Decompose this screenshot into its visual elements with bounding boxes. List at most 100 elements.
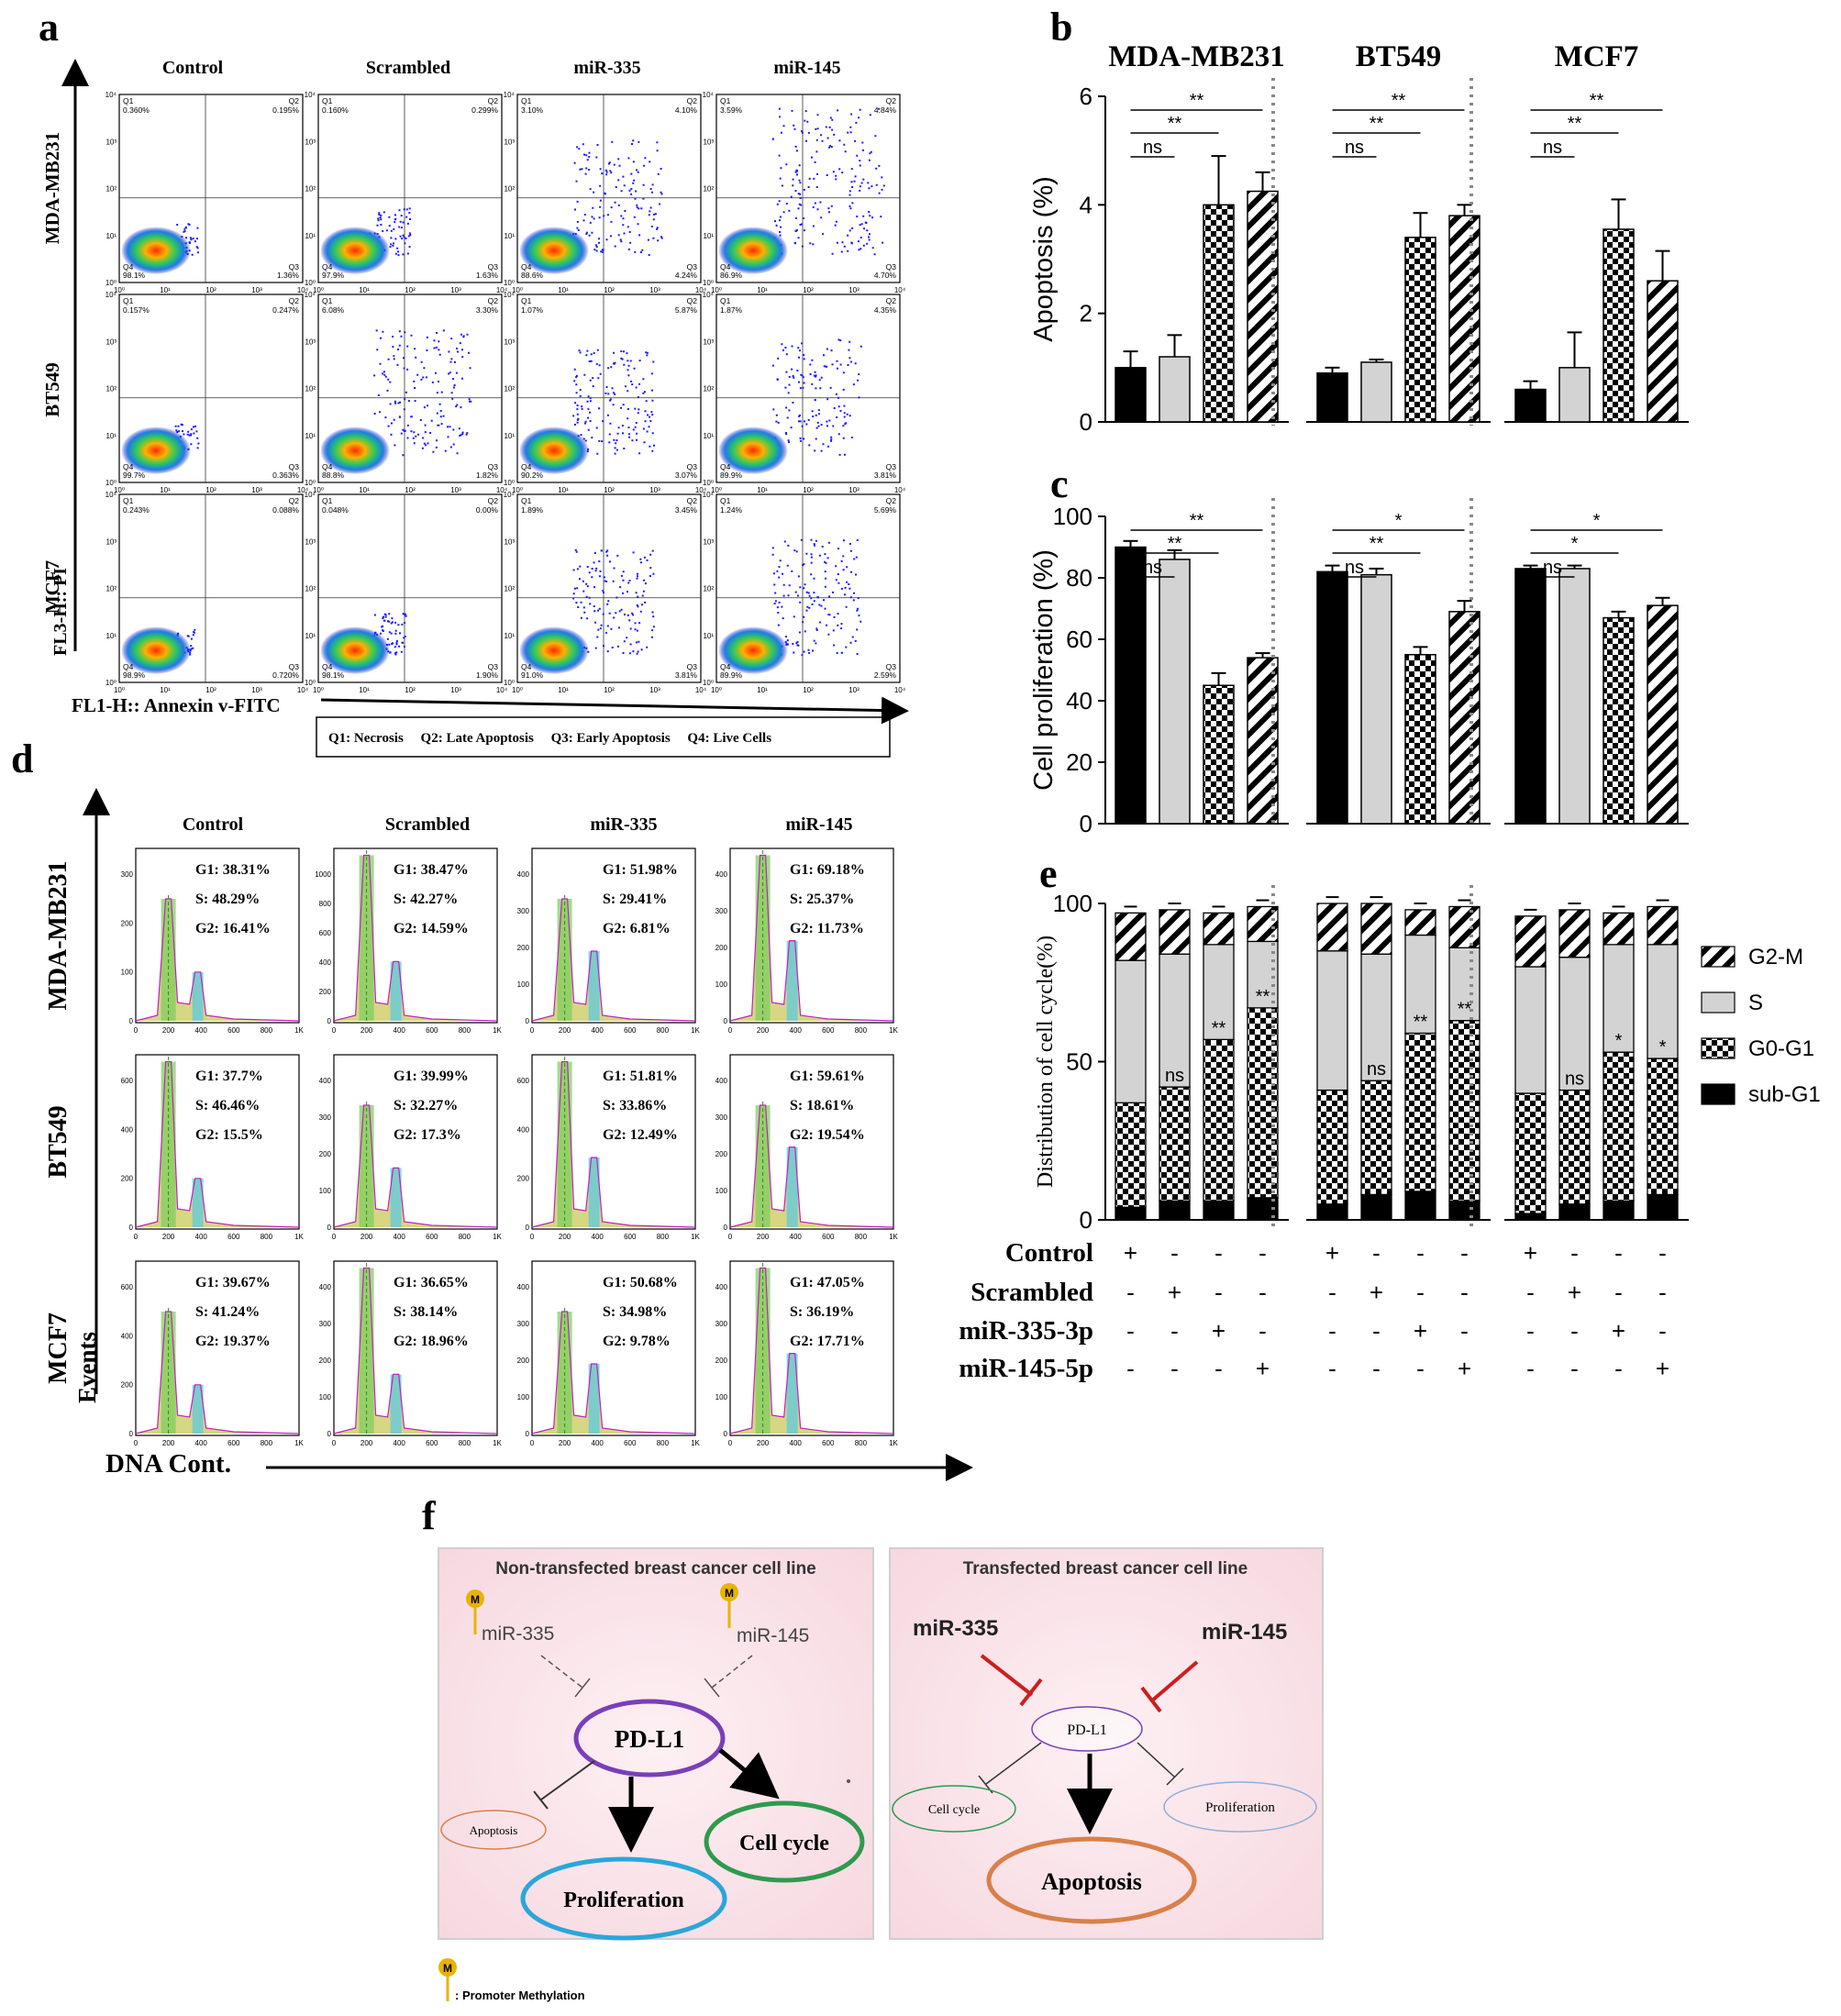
treatment-sign: - — [1614, 1279, 1623, 1306]
q3-value: 0.363% — [272, 471, 299, 480]
x-tick-label: 10⁴ — [496, 286, 508, 294]
left-pdl1-node — [573, 1699, 726, 1778]
y-tick-label: 10² — [703, 185, 714, 194]
g2-percentage: G2: 9.78% — [603, 1334, 671, 1349]
g1-percentage: G1: 38.31% — [195, 862, 271, 878]
g1-percentage: G1: 37.7% — [195, 1069, 263, 1084]
x-tick-label: 1K — [493, 1026, 502, 1035]
y-tick-label: 4 — [1080, 191, 1092, 218]
x-tick-label: 10² — [405, 686, 416, 694]
x-tick-label: 10¹ — [359, 286, 370, 294]
q3-label: Q3 — [886, 462, 897, 471]
q2-label: Q2 — [687, 96, 698, 105]
y-tick-label: 200 — [319, 1150, 332, 1158]
panel-b-apoptosis-chart: 0 2 4 6 Apoptosis (%) MDA-MB231 ns ** ** BT549 ns *… — [1029, 40, 1689, 436]
significance-label: ns — [1345, 558, 1364, 578]
x-tick-label: 10⁰ — [114, 686, 125, 694]
s-percentage: S: 48.29% — [195, 892, 260, 907]
legend-swatch — [1701, 946, 1736, 968]
significance-label: ns — [1165, 1066, 1184, 1086]
y-tick-label: 10² — [504, 385, 515, 393]
y-tick-label: 400 — [715, 870, 728, 879]
treatment-sign: - — [1614, 1355, 1623, 1382]
stack-segment — [1647, 1058, 1679, 1196]
stack-segment — [1448, 1020, 1481, 1202]
panel-d-x-label: DNA Cont. — [105, 1449, 231, 1479]
q2-label: Q2 — [289, 96, 300, 105]
x-tick-label: 200 — [559, 1439, 571, 1447]
x-tick-label: 10³ — [450, 286, 461, 294]
stack-segment — [1558, 1089, 1591, 1205]
y-tick-label: 10⁴ — [305, 291, 316, 299]
panel-d-plot: G1: 36.65% S: 38.14% G2: 18.96% 0 200 400 600 8… — [319, 1260, 503, 1447]
treatment-sign: - — [1126, 1279, 1135, 1306]
x-tick-label: 10¹ — [757, 286, 768, 294]
density-core — [519, 626, 589, 675]
treatment-sign: - — [1526, 1279, 1535, 1306]
x-tick-label: 1K — [889, 1233, 898, 1241]
y-tick-label: 10⁰ — [105, 479, 116, 487]
treatment-sign: - — [1658, 1279, 1667, 1306]
x-tick-label: 10² — [604, 486, 615, 494]
x-tick-label: 200 — [757, 1233, 770, 1241]
y-tick-label: 100 — [319, 1187, 332, 1195]
q1-label: Q1 — [123, 96, 134, 105]
x-tick-label: 200 — [360, 1439, 373, 1447]
q4-label: Q4 — [521, 462, 532, 471]
y-tick-label: 100 — [121, 969, 134, 977]
pdl1-promotes-cell-cycle — [718, 1748, 780, 1800]
q3-label: Q3 — [488, 462, 499, 471]
x-tick-label: 400 — [394, 1233, 406, 1241]
fit-curve — [531, 898, 696, 1022]
x-tick-label: 10⁴ — [496, 486, 508, 494]
x-tick-label: 10³ — [649, 486, 660, 494]
treatment-sign: + — [1524, 1239, 1537, 1267]
x-tick-label: 10⁴ — [297, 286, 309, 294]
q1-label: Q1 — [322, 496, 333, 505]
q2-value: 3.45% — [675, 505, 698, 515]
y-tick-label: 10³ — [703, 537, 714, 546]
y-tick-label: 10⁴ — [703, 91, 715, 99]
q1-value: 0.048% — [322, 505, 349, 515]
y-tick-label: 400 — [517, 1283, 530, 1291]
significance-label: ns — [1367, 1059, 1386, 1080]
methyl-marker-letter: M — [443, 1962, 452, 1975]
methyl-pin-left-2: M — [720, 1583, 738, 1628]
y-tick-label: 0 — [526, 1430, 530, 1438]
q2-label: Q2 — [488, 496, 499, 505]
panel-d-row-label: MCF7 — [44, 1313, 72, 1384]
density-core — [718, 426, 788, 475]
y-tick-label: 400 — [319, 1077, 332, 1085]
fit-curve — [135, 898, 300, 1022]
panel-f-left-title: Non-transfected breast cancer cell line — [495, 1559, 816, 1578]
left-cell-cycle-node — [704, 1800, 865, 1883]
inhibition-bar — [533, 1790, 549, 1810]
stack-segment — [1514, 915, 1547, 968]
panel-d-plot: G1: 59.61% S: 18.61% G2: 19.54% 0 200 400 600 8… — [715, 1054, 899, 1241]
g1-percentage: G1: 38.47% — [394, 862, 469, 878]
y-tick-label: 10³ — [105, 338, 116, 346]
q1-label: Q1 — [720, 496, 731, 505]
left-proliferation-label: Proliferation — [563, 1889, 684, 1912]
x-tick-label: 1K — [889, 1439, 898, 1447]
x-tick-label: 10⁴ — [297, 486, 309, 494]
q2-value: 3.30% — [476, 305, 499, 315]
treatment-label: miR-145-5p — [959, 1354, 1093, 1383]
right-proliferation-node — [1163, 1781, 1317, 1833]
x-tick-label: 1K — [691, 1026, 700, 1035]
y-tick-label: 10⁰ — [703, 479, 714, 487]
treatment-sign: - — [1170, 1239, 1179, 1267]
right-cell-cycle-node — [892, 1785, 1016, 1833]
q3-value: 3.81% — [675, 670, 698, 680]
x-tick-label: 0 — [728, 1233, 733, 1241]
q3-label: Q3 — [687, 462, 698, 471]
x-tick-label: 400 — [592, 1439, 604, 1447]
panel-d-cell-cycle-histograms: Events DNA Cont. Control Scrambled miR-335… — [44, 788, 973, 1481]
bar — [1647, 280, 1679, 423]
x-tick-label: 10⁴ — [695, 286, 707, 294]
x-tick-label: 10² — [205, 486, 216, 494]
panel-a-header: Scrambled — [366, 58, 450, 78]
